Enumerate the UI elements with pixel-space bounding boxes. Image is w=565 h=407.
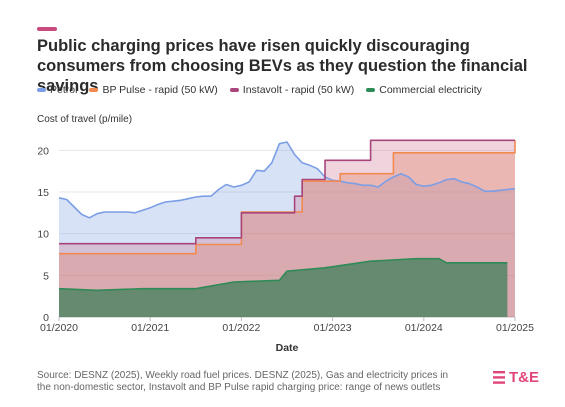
y-tick-label: 5 bbox=[43, 270, 49, 282]
x-axis-title: Date bbox=[276, 342, 299, 354]
legend-item-petrol: Petrol bbox=[37, 84, 77, 96]
x-tick-label: 01/2022 bbox=[222, 322, 260, 334]
instavolt-line bbox=[59, 139, 515, 245]
legend-swatch-instavolt bbox=[229, 88, 239, 92]
series-lines bbox=[58, 139, 516, 292]
x-tick-labels: 01/2020 01/2021 01/2022 01/2023 01/2024 01/20… bbox=[40, 322, 534, 334]
y-axis-title: Cost of travel (p/mile) bbox=[37, 114, 133, 125]
source-note: Source: DESNZ (2025), Weekly road fuel p… bbox=[37, 370, 449, 393]
te-logo: T&E bbox=[493, 369, 539, 386]
page-title: Public charging prices have risen quickl… bbox=[37, 37, 528, 95]
legend-label-bp-pulse: BP Pulse - rapid (50 kW) bbox=[102, 84, 218, 96]
petrol-line bbox=[58, 141, 516, 219]
commercial-electricity-area bbox=[59, 258, 508, 317]
legend-label-commercial: Commercial electricity bbox=[379, 84, 482, 96]
y-tick-label: 20 bbox=[37, 145, 49, 157]
te-logo-icon bbox=[493, 371, 505, 384]
legend-item-instavolt: Instavolt - rapid (50 kW) bbox=[229, 84, 355, 96]
legend-swatch-commercial bbox=[366, 88, 376, 92]
x-tick-label: 01/2024 bbox=[405, 322, 443, 334]
legend-label-petrol: Petrol bbox=[50, 84, 78, 96]
y-tick-labels: 0 5 10 15 20 bbox=[37, 145, 49, 324]
y-tick-label: 15 bbox=[37, 187, 49, 199]
title-accent-bar bbox=[37, 27, 57, 31]
legend: Petrol BP Pulse - rapid (50 kW) Instavol… bbox=[37, 84, 482, 96]
legend-item-commercial: Commercial electricity bbox=[366, 84, 482, 96]
legend-swatch-bp-pulse bbox=[89, 88, 99, 92]
y-tick-label: 0 bbox=[43, 312, 49, 324]
x-tick-label: 01/2025 bbox=[496, 322, 534, 334]
x-tick-label: 01/2021 bbox=[131, 322, 169, 334]
te-logo-text: T&E bbox=[509, 369, 539, 386]
commercial-electricity-line bbox=[58, 257, 508, 292]
legend-item-bp-pulse: BP Pulse - rapid (50 kW) bbox=[89, 84, 218, 96]
series-areas bbox=[59, 140, 515, 317]
x-tick-label: 01/2020 bbox=[40, 322, 78, 334]
x-tick-label: 01/2023 bbox=[314, 322, 352, 334]
y-tick-label: 10 bbox=[37, 229, 49, 241]
legend-swatch-petrol bbox=[37, 88, 46, 92]
legend-label-instavolt: Instavolt - rapid (50 kW) bbox=[242, 84, 355, 96]
